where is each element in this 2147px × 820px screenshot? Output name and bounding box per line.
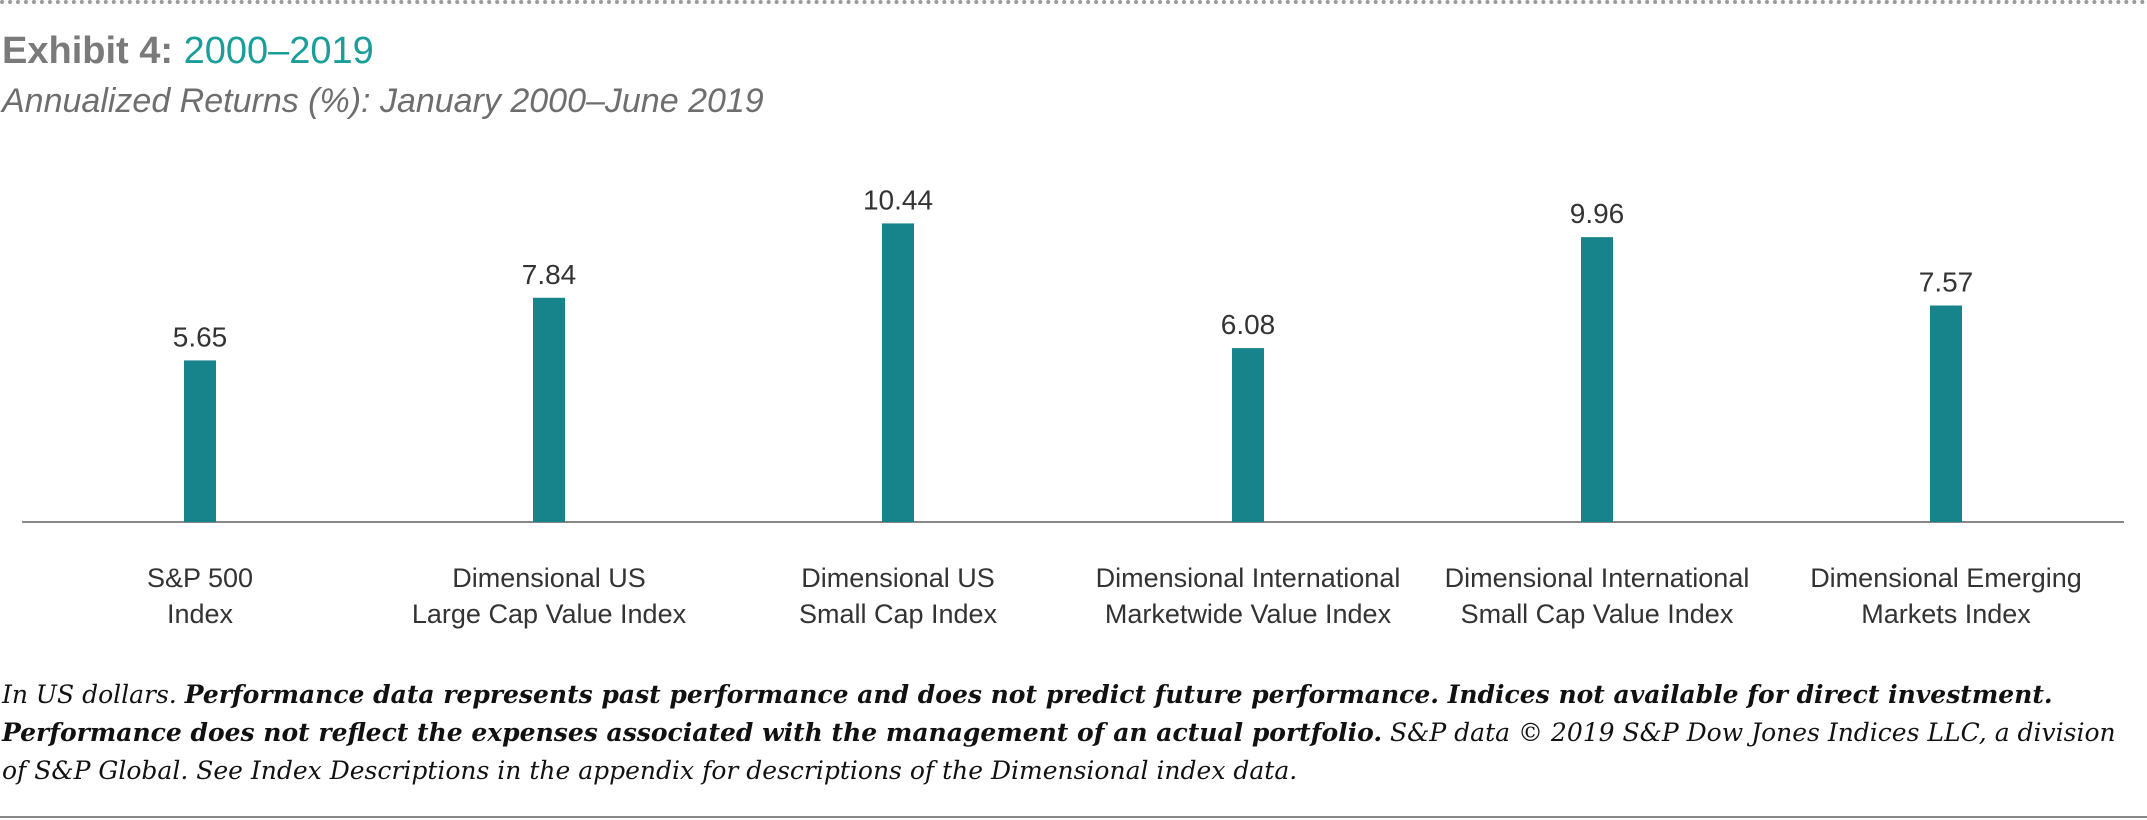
bar-value-label-4: 6.08 [1221,309,1276,340]
exhibit-title-period: 2000–2019 [183,30,374,72]
bar-value-label-3: 10.44 [863,184,933,215]
bar-value-label-2: 7.84 [522,259,577,290]
bar-value-label-5: 9.96 [1570,198,1625,229]
footnote-intro: In US dollars. [2,680,185,709]
category-label-1: S&P 500 Index [147,563,253,629]
category-label-line: Small Cap Index [799,599,998,629]
category-label-line: S&P 500 [147,563,253,593]
category-label-line: Markets Index [1861,599,2031,629]
bar-value-label-1: 5.65 [173,321,228,352]
footnote: In US dollars. Performance data represen… [2,676,2142,790]
category-label-line: Dimensional US [801,563,995,593]
bottom-rule [0,816,2147,818]
footnote-disclaimer: Performance data represents past perform… [2,680,2053,747]
category-label-line: Dimensional International [1445,563,1750,593]
chart-subtitle: Annualized Returns (%): January 2000–Jun… [2,82,764,120]
bar-5 [1581,237,1613,523]
category-label-line: Marketwide Value Index [1105,599,1392,629]
footnote-source: S&P data © 2019 S&P Dow Jones Indices LL… [2,718,2116,785]
exhibit-title-prefix: Exhibit 4: [2,30,184,72]
top-dotted-rule [0,0,2147,4]
bar-6 [1930,305,1962,522]
exhibit-title: Exhibit 4: 2000–2019 [2,30,374,73]
bar-3 [882,223,914,522]
category-label-line: Small Cap Value Index [1461,599,1734,629]
category-label-line: Dimensional International [1096,563,1401,593]
category-label-line: Index [167,599,234,629]
category-label-line: Dimensional US [452,563,646,593]
bar-value-label-6: 7.57 [1919,266,1974,297]
category-label-3: Dimensional US Small Cap Index [799,563,998,629]
category-label-line: Dimensional Emerging [1810,563,2082,593]
bar-2 [533,297,565,522]
category-label-line: Large Cap Value Index [412,599,687,629]
bar-1 [184,360,216,522]
category-label-6: Dimensional Emerging Markets Index [1810,563,2082,629]
category-label-4: Dimensional International Marketwide Valu… [1096,563,1401,629]
bar-4 [1232,348,1264,522]
bar-chart: 5.65 S&P 500 Index 7.84 Dimensional US Large … [22,184,2124,629]
category-label-2: Dimensional US Large Cap Value Index [412,563,687,629]
category-label-5: Dimensional International Small Cap Value… [1445,563,1750,629]
